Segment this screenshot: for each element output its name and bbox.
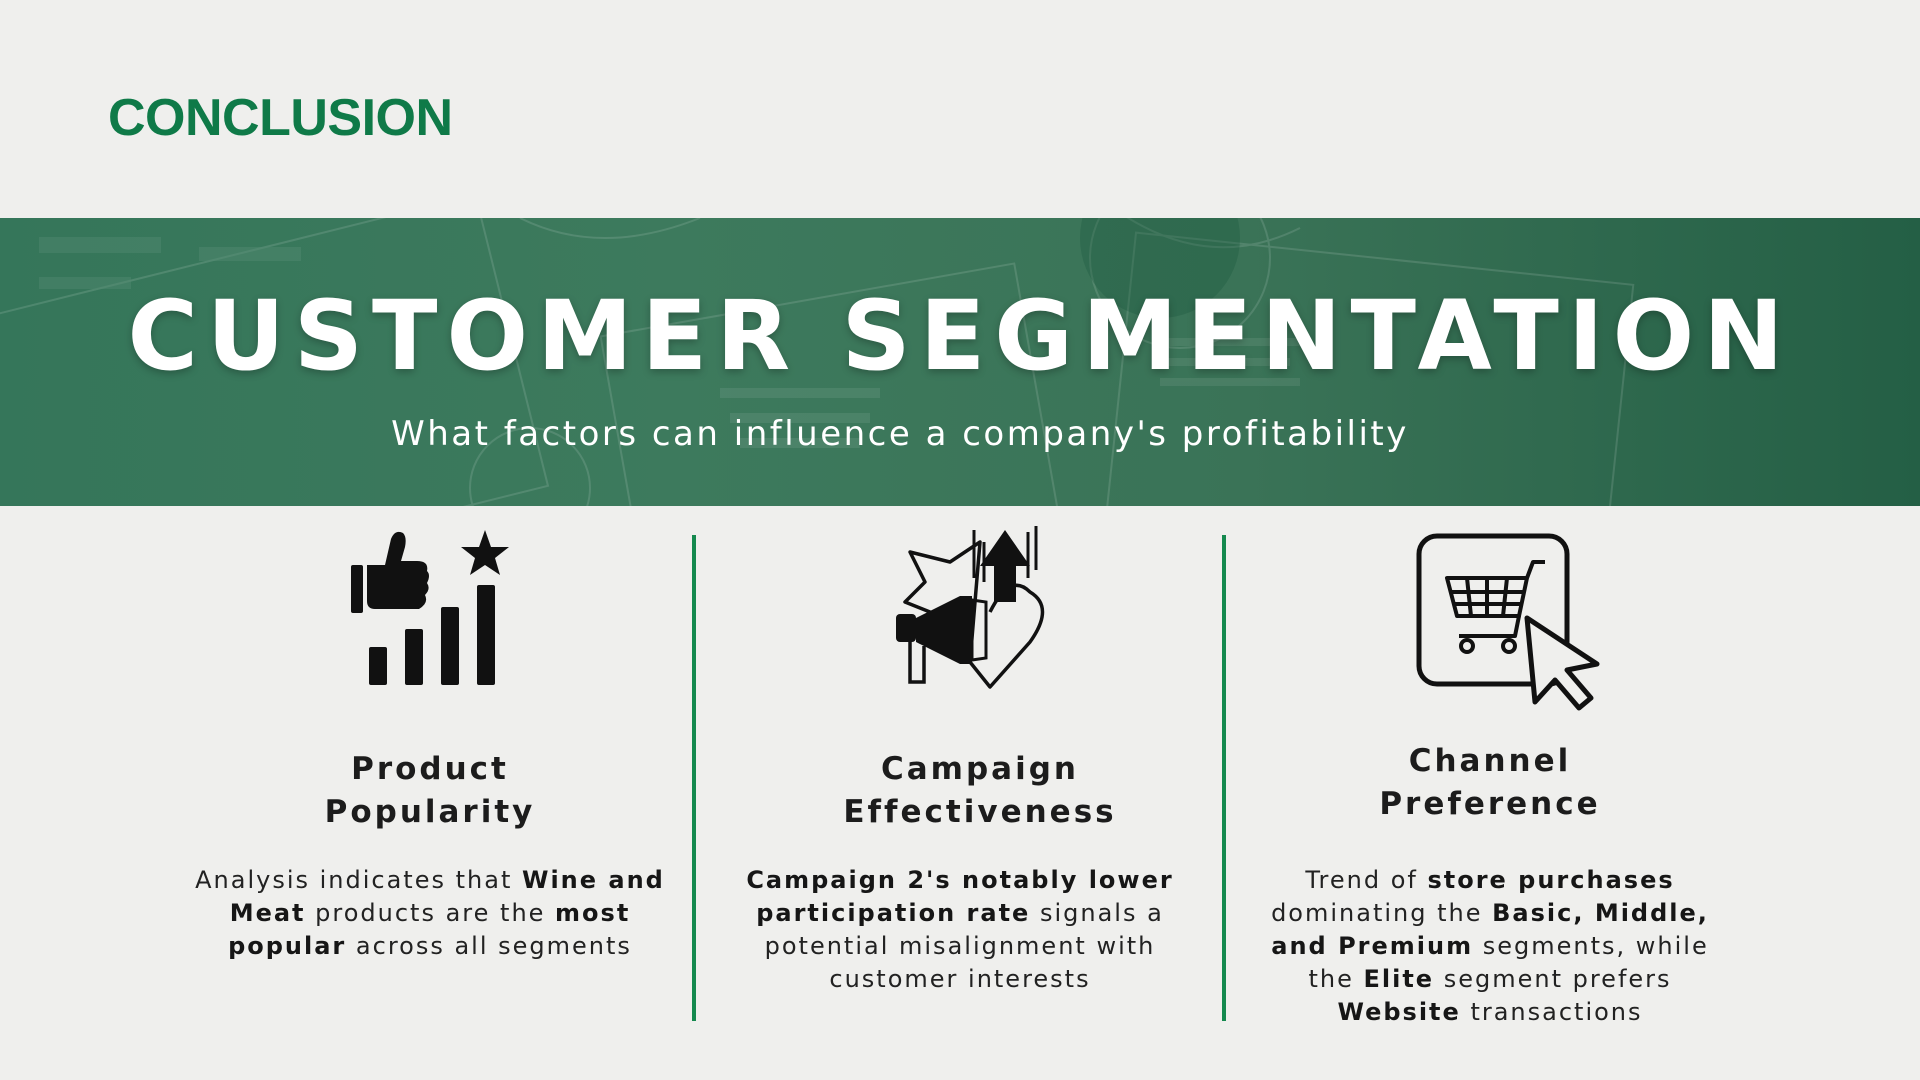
column-title-line: Popularity xyxy=(324,794,536,830)
text-run: dominating the xyxy=(1271,899,1493,927)
text-emphasis: Elite xyxy=(1363,965,1435,993)
text-run: Analysis indicates that xyxy=(195,866,522,894)
text-emphasis: popular xyxy=(228,932,347,960)
banner-title: CUSTOMER SEGMENTATION xyxy=(127,280,1793,392)
text-run: transactions xyxy=(1460,998,1643,1026)
shopping-cart-cursor-icon xyxy=(1416,533,1600,711)
text-run: customer interests xyxy=(829,965,1091,993)
text-emphasis: Website xyxy=(1337,998,1461,1026)
megaphone-heart-arrow-icon xyxy=(896,526,1045,689)
text-emphasis: and Premium xyxy=(1271,932,1474,960)
text-run: potential misalignment with xyxy=(764,932,1156,960)
column-title-line: Channel xyxy=(1408,743,1572,779)
text-emphasis: Wine and xyxy=(521,866,665,894)
column-title-line: Effectiveness xyxy=(843,794,1117,830)
text-run: segment prefers xyxy=(1434,965,1672,993)
column-title-line: Campaign xyxy=(881,751,1079,787)
banner-subtitle: What factors can influence a company's p… xyxy=(391,414,1409,454)
text-run: products are the xyxy=(305,899,556,927)
column-title-line: Preference xyxy=(1379,786,1601,822)
thumbs-up-rating-bars-icon xyxy=(351,530,509,685)
title-banner: CUSTOMER SEGMENTATION What factors can i… xyxy=(0,218,1920,506)
column-title-product-popularity: Product Popularity xyxy=(230,748,630,834)
column-title-line: Product xyxy=(351,751,509,787)
text-emphasis: most xyxy=(555,899,631,927)
column-text-product-popularity: Analysis indicates that Wine and Meat pro… xyxy=(170,864,690,963)
text-emphasis: Campaign 2's notably lower xyxy=(746,866,1174,894)
section-label: CONCLUSION xyxy=(108,89,453,147)
banner-background-image xyxy=(0,218,1635,506)
text-run: Trend of xyxy=(1305,866,1428,894)
text-run: across all segments xyxy=(346,932,632,960)
column-text-campaign-effectiveness: Campaign 2's notably lower participation … xyxy=(700,864,1220,996)
column-divider xyxy=(1222,535,1226,1021)
text-emphasis: Basic, Middle, xyxy=(1492,899,1709,927)
text-run: signals a xyxy=(1030,899,1164,927)
column-divider xyxy=(692,535,696,1021)
text-run: the xyxy=(1308,965,1364,993)
column-title-channel-preference: Channel Preference xyxy=(1290,740,1690,826)
text-emphasis: store purchases xyxy=(1427,866,1675,894)
text-emphasis: participation rate xyxy=(756,899,1031,927)
text-emphasis: Meat xyxy=(229,899,306,927)
column-text-channel-preference: Trend of store purchases dominating the B… xyxy=(1230,864,1750,1029)
column-title-campaign-effectiveness: Campaign Effectiveness xyxy=(780,748,1180,834)
text-run: segments, while xyxy=(1473,932,1709,960)
